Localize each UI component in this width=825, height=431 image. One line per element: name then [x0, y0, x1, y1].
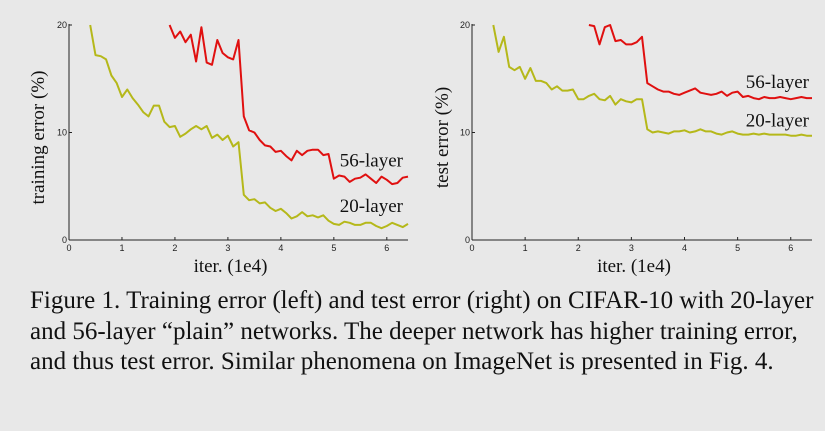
train-x-tick-label: 0: [66, 243, 71, 253]
train-y-tick-label: 10: [57, 128, 67, 138]
test-y-tick-label: 20: [460, 20, 470, 30]
test-x-axis-label: iter. (1e4): [597, 256, 671, 277]
test-y-tick-label: 0: [465, 235, 470, 245]
test-series-56-layer-label: 56-layer: [746, 72, 810, 93]
test-x-tick-label: 2: [576, 243, 581, 253]
train-x-axis-label: iter. (1e4): [194, 256, 268, 277]
test-x-tick-label: 0: [469, 243, 474, 253]
train-series-20-layer-label: 20-layer: [340, 196, 404, 217]
test-y-tick-label: 10: [460, 128, 470, 138]
figure-caption: Figure 1. Training error (left) and test…: [30, 287, 814, 375]
test-x-tick-label: 6: [788, 243, 793, 253]
train-y-tick-label: 20: [57, 20, 67, 30]
train-series-20-layer-line: [89, 24, 409, 230]
train-series-56-layer-line: [168, 24, 409, 186]
test-series-20-layer-label: 20-layer: [746, 111, 810, 132]
train-x-tick-label: 1: [119, 243, 124, 253]
test-x-tick-label: 1: [523, 243, 528, 253]
train-series-56-layer-label: 56-layer: [340, 151, 404, 172]
train-y-axis-label: training error (%): [28, 71, 49, 205]
test-x-tick-label: 3: [629, 243, 634, 253]
train-x-tick-label: 4: [278, 243, 283, 253]
train-x-tick-label: 2: [172, 243, 177, 253]
train-x-tick-label: 3: [225, 243, 230, 253]
train-x-tick-label: 5: [331, 243, 336, 253]
test-x-tick-label: 4: [682, 243, 687, 253]
test-series-56-layer-line: [588, 24, 812, 101]
test-x-tick-label: 5: [735, 243, 740, 253]
train-x-tick-label: 6: [384, 243, 389, 253]
test-series-20-layer-line: [492, 24, 812, 137]
train-y-tick-label: 0: [62, 235, 67, 245]
test-y-axis-label: test error (%): [432, 87, 453, 188]
